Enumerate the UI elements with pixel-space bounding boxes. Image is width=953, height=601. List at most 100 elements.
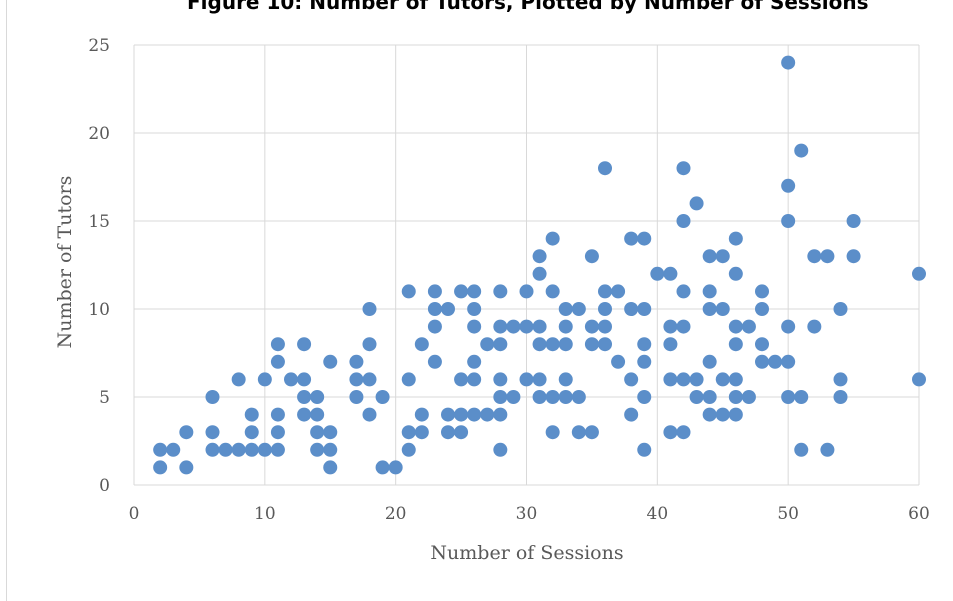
data-point (558, 390, 573, 404)
data-point (270, 407, 285, 422)
data-point (297, 390, 312, 404)
data-point (912, 266, 926, 281)
data-point (493, 442, 508, 457)
data-point (702, 284, 717, 299)
data-point (297, 407, 312, 422)
data-point (427, 319, 442, 334)
data-point (231, 442, 246, 457)
data-point (244, 407, 259, 422)
chart-title: Figure 10: Number of Tutors, Plotted by … (187, 0, 869, 14)
data-point (310, 442, 325, 457)
data-point (414, 337, 429, 352)
data-point (519, 319, 534, 334)
data-point (493, 372, 508, 387)
data-point (728, 337, 743, 352)
data-point (532, 249, 547, 264)
data-point (349, 372, 364, 387)
data-point (218, 442, 233, 457)
data-point (532, 319, 547, 334)
data-point (375, 390, 390, 404)
x-tick-label: 10 (254, 504, 276, 524)
data-point (611, 284, 626, 299)
data-point (755, 284, 769, 299)
data-point (702, 407, 717, 422)
data-point (702, 302, 717, 316)
data-point (584, 249, 599, 264)
data-point (611, 354, 626, 369)
data-point (833, 302, 848, 316)
data-point (179, 425, 194, 440)
data-point (454, 372, 469, 387)
data-point (323, 442, 338, 457)
data-point (558, 372, 573, 387)
data-point (689, 196, 704, 211)
data-point (244, 425, 259, 440)
data-point (362, 337, 377, 352)
data-point (166, 442, 181, 457)
y-tick-label: 25 (88, 36, 110, 56)
data-point (624, 231, 639, 246)
data-point (153, 442, 168, 457)
data-point (820, 249, 835, 264)
data-point (598, 302, 612, 316)
data-point (833, 372, 848, 387)
data-point (270, 442, 285, 457)
data-point (741, 390, 756, 404)
data-point (532, 266, 547, 281)
data-point (624, 407, 639, 422)
data-point (755, 354, 769, 369)
data-point (598, 284, 612, 299)
data-point (375, 460, 390, 475)
y-axis-label: Number of Tutors (54, 176, 76, 349)
data-point (794, 442, 809, 457)
data-point (558, 319, 573, 334)
data-point (532, 337, 547, 352)
data-point (637, 354, 652, 369)
data-point (270, 354, 285, 369)
data-point (676, 214, 691, 228)
data-point (571, 390, 586, 404)
x-tick-label: 50 (777, 504, 799, 524)
data-point (454, 284, 469, 299)
data-point (545, 284, 560, 299)
data-point (427, 284, 442, 299)
data-point (820, 442, 835, 457)
data-point (441, 302, 455, 316)
data-point (480, 337, 495, 352)
chart-figure: Figure 10: Number of Tutors, Plotted by … (6, 0, 953, 601)
data-point (467, 319, 482, 334)
data-point (349, 390, 364, 404)
x-tick-label: 0 (129, 504, 140, 524)
x-tick-label: 20 (385, 504, 407, 524)
y-tick-label: 5 (99, 388, 110, 408)
data-point (598, 319, 612, 334)
data-point (571, 302, 586, 316)
data-point (401, 425, 416, 440)
data-point (545, 337, 560, 352)
data-point (310, 407, 325, 422)
data-point (689, 390, 704, 404)
data-point (427, 354, 442, 369)
data-point (532, 390, 547, 404)
data-point (755, 337, 769, 352)
data-point (532, 372, 547, 387)
data-point (467, 372, 482, 387)
data-point (284, 372, 298, 387)
data-point (637, 442, 652, 457)
data-point (794, 143, 809, 158)
x-axis-label: Number of Sessions (430, 542, 623, 564)
data-point (624, 372, 639, 387)
data-points (153, 55, 926, 475)
data-point (427, 302, 442, 316)
data-point (401, 442, 416, 457)
data-point (205, 390, 220, 404)
data-point (179, 460, 194, 475)
data-point (388, 460, 403, 475)
data-point (323, 354, 338, 369)
data-point (493, 284, 508, 299)
data-point (493, 319, 508, 334)
data-point (781, 390, 796, 404)
data-point (493, 337, 508, 352)
data-point (362, 407, 377, 422)
data-point (506, 319, 521, 334)
